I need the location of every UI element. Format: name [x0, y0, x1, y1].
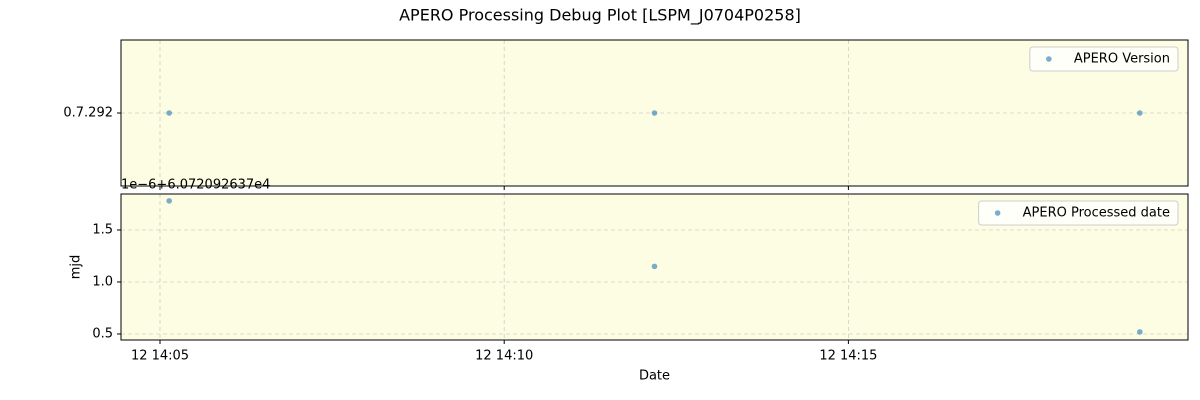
axes-frame: [120, 193, 1189, 341]
legend-box: [978, 200, 1179, 226]
legend-box: [1029, 46, 1179, 72]
data-point: [1137, 329, 1143, 335]
legend-label: APERO Processed date: [1023, 206, 1170, 221]
axes-frame: [120, 39, 1189, 187]
data-point: [651, 263, 658, 270]
offset-text: 1e−6+6.072092637e4: [121, 178, 270, 193]
data-point: [651, 110, 658, 116]
legend: APERO Version: [1029, 46, 1179, 72]
data-point: [166, 198, 172, 204]
data-point: [1137, 110, 1143, 116]
x-tick-label: 12 14:10: [475, 349, 533, 364]
y-tick-label: 1.5: [92, 222, 113, 237]
y-tick-label: 1.0: [92, 274, 113, 289]
legend: APERO Processed date: [978, 200, 1179, 226]
legend-marker: [1046, 56, 1052, 62]
x-axis-label: Date: [639, 369, 670, 384]
figure-title: APERO Processing Debug Plot [LSPM_J0704P…: [399, 6, 801, 26]
data-point: [166, 110, 172, 116]
legend-label: APERO Version: [1074, 52, 1170, 67]
y-axis-label: mjd: [69, 255, 84, 280]
y-tick-label: 0.7.292: [63, 106, 113, 121]
legend-marker: [994, 210, 1001, 216]
x-tick-label: 12 14:15: [819, 349, 877, 364]
y-tick-label: 0.5: [92, 326, 113, 341]
x-tick-label: 12 14:05: [131, 349, 189, 364]
